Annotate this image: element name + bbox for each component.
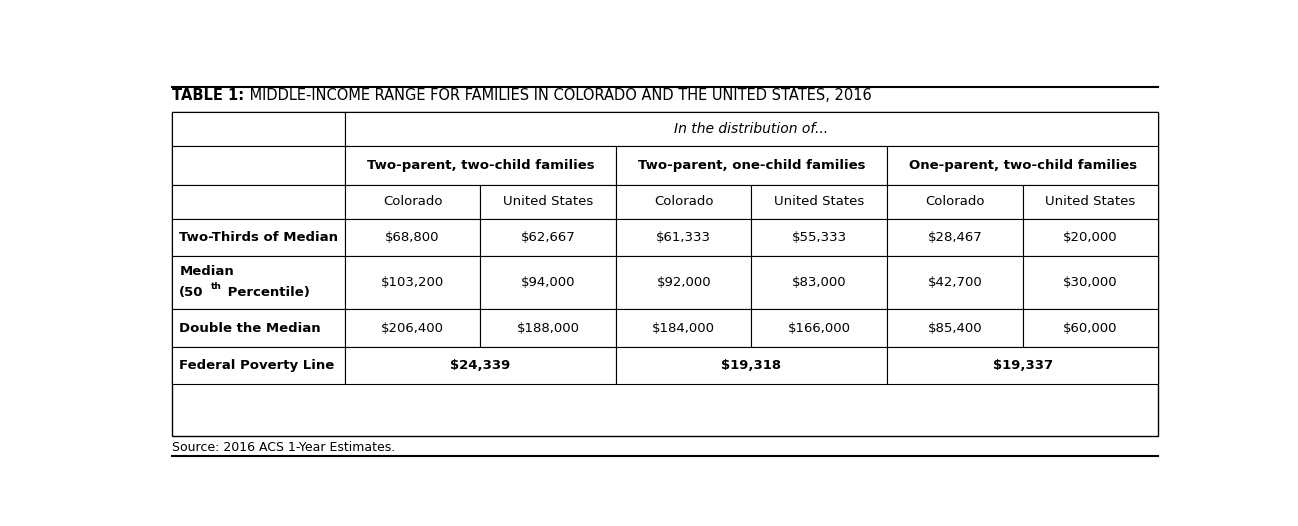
Text: $85,400: $85,400 [928,321,983,335]
Bar [173,112,1158,436]
Bar [752,309,887,347]
Bar [1023,185,1158,219]
Bar [173,219,345,256]
Bar [173,256,345,309]
Bar [173,309,345,347]
Bar [887,309,1023,347]
Text: $83,000: $83,000 [792,276,846,289]
Text: Median: Median [179,265,234,278]
Bar [617,256,752,309]
Bar [345,347,617,384]
Bar [480,219,617,256]
Text: (50: (50 [179,286,204,299]
Bar [345,256,480,309]
Bar [1023,309,1158,347]
Bar [173,146,345,185]
Text: Two-parent, one-child families: Two-parent, one-child families [637,159,866,171]
Text: $103,200: $103,200 [382,276,444,289]
Text: MIDDLE-INCOME RANGE FOR FAMILIES IN COLORADO AND THE UNITED STATES, 2016: MIDDLE-INCOME RANGE FOR FAMILIES IN COLO… [245,88,871,103]
Bar [345,185,480,219]
Text: $19,337: $19,337 [993,359,1053,372]
Text: $30,000: $30,000 [1063,276,1118,289]
Text: Double the Median: Double the Median [179,321,321,335]
Text: United States: United States [1045,195,1136,208]
Bar [617,219,752,256]
Bar [345,112,1158,146]
Text: Percentile): Percentile) [223,286,309,299]
Text: $55,333: $55,333 [792,231,846,244]
Text: $184,000: $184,000 [652,321,715,335]
Text: $68,800: $68,800 [386,231,440,244]
Text: $28,467: $28,467 [928,231,983,244]
Text: $166,000: $166,000 [788,321,850,335]
Text: Colorado: Colorado [383,195,443,208]
Text: $188,000: $188,000 [517,321,580,335]
Bar [173,347,345,384]
Bar [617,146,887,185]
Text: $19,318: $19,318 [722,359,781,372]
Text: $24,339: $24,339 [450,359,510,372]
Text: Source: 2016 ACS 1-Year Estimates.: Source: 2016 ACS 1-Year Estimates. [173,441,396,453]
Text: $92,000: $92,000 [657,276,711,289]
Bar [752,256,887,309]
Bar [617,185,752,219]
Text: th: th [210,282,222,291]
Bar [480,309,617,347]
Text: $61,333: $61,333 [657,231,711,244]
Bar [1023,256,1158,309]
Text: TABLE 1:: TABLE 1: [173,88,244,103]
Bar [887,146,1158,185]
Bar [752,219,887,256]
Bar [480,185,617,219]
Bar [173,185,345,219]
Bar [345,146,617,185]
Text: Federal Poverty Line: Federal Poverty Line [179,359,335,372]
Bar [617,309,752,347]
Bar [345,309,480,347]
Bar [1023,219,1158,256]
Text: Colorado: Colorado [925,195,985,208]
Bar [887,219,1023,256]
Bar [752,185,887,219]
Text: $62,667: $62,667 [520,231,575,244]
Text: $94,000: $94,000 [520,276,575,289]
Text: One-parent, two-child families: One-parent, two-child families [909,159,1137,171]
Text: In the distribution of...: In the distribution of... [675,122,828,136]
Text: $20,000: $20,000 [1063,231,1118,244]
Text: United States: United States [774,195,864,208]
Text: $60,000: $60,000 [1063,321,1118,335]
Bar [480,256,617,309]
Text: United States: United States [504,195,593,208]
Bar [617,347,887,384]
Text: $206,400: $206,400 [382,321,444,335]
Bar [887,185,1023,219]
Text: Two-parent, two-child families: Two-parent, two-child families [366,159,594,171]
Bar [887,256,1023,309]
Text: Two-Thirds of Median: Two-Thirds of Median [179,231,339,244]
Text: Colorado: Colorado [654,195,714,208]
Bar [173,112,345,146]
Bar [887,347,1158,384]
Bar [345,219,480,256]
Text: $42,700: $42,700 [928,276,983,289]
